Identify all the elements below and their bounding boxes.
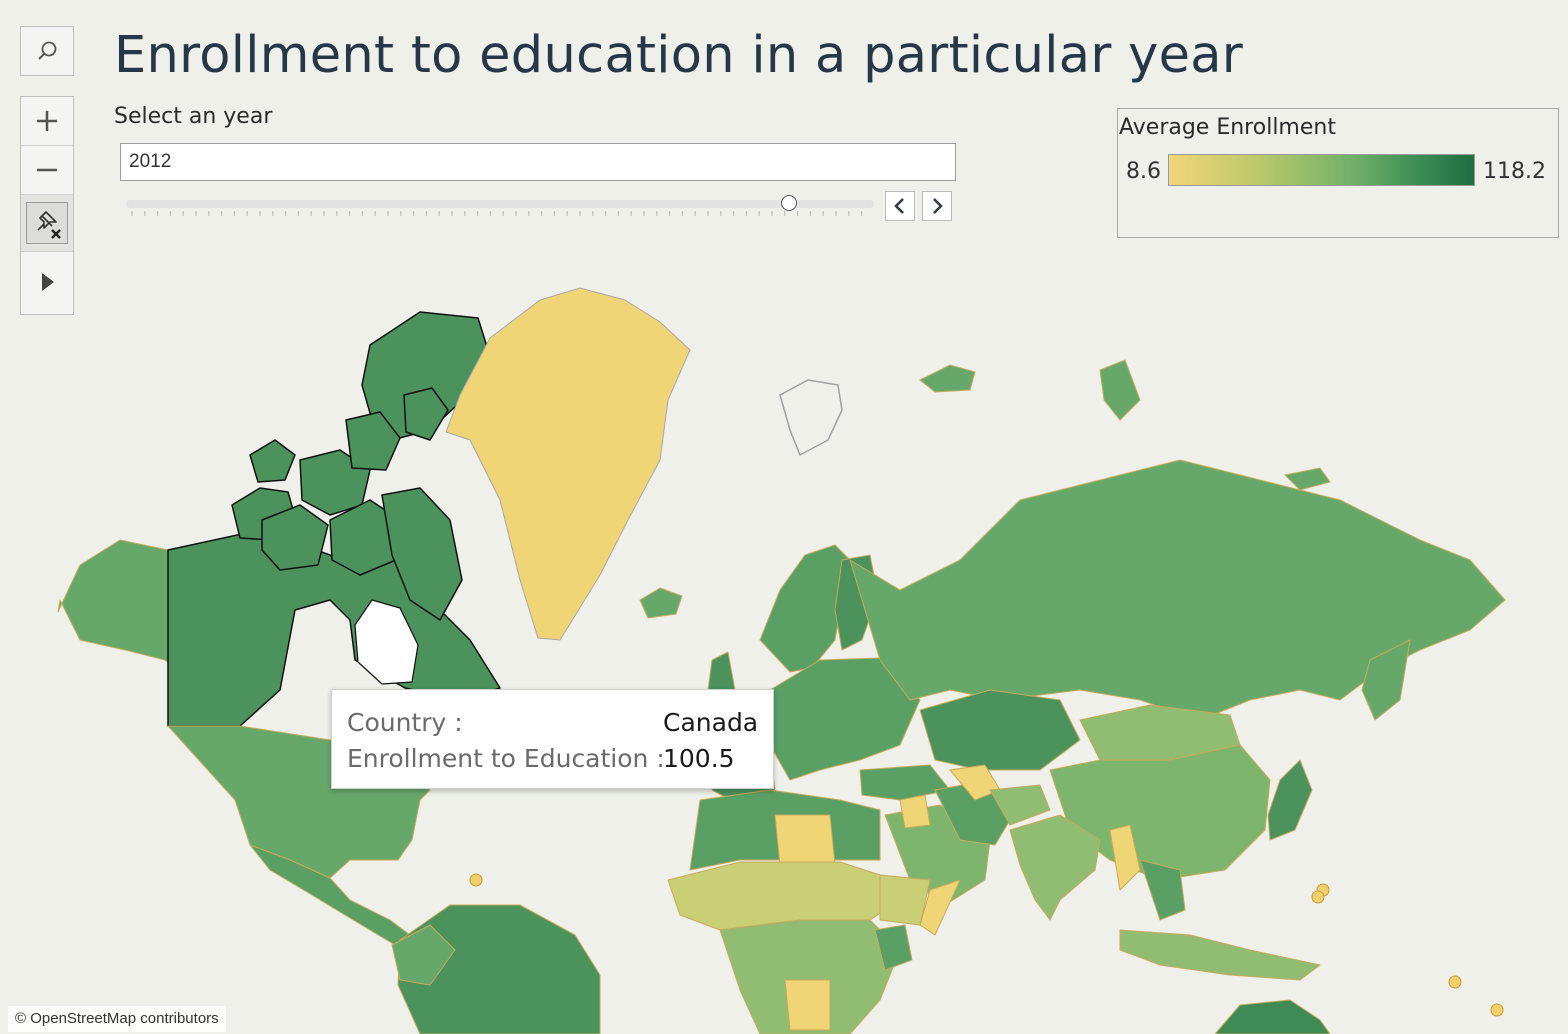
year-slider-track[interactable]: [126, 200, 874, 208]
page-title: Enrollment to education in a particular …: [114, 26, 1244, 85]
legend-min-value: 8.6: [1126, 159, 1161, 184]
year-filter-label: Select an year: [114, 104, 273, 129]
region-australia[interactable]: [1214, 999, 1331, 1034]
region-central-africa[interactable]: [719, 919, 901, 1034]
island-markers[interactable]: [469, 873, 1504, 1017]
search-toolbox: [20, 26, 74, 76]
region-turkey[interactable]: [859, 764, 951, 801]
clear-pin-button[interactable]: [21, 194, 73, 251]
zoom-out-button[interactable]: [21, 145, 73, 194]
region-indonesia[interactable]: [1119, 929, 1321, 981]
legend-color-ramp: [1168, 154, 1475, 186]
region-arctic-islands[interactable]: [919, 359, 1331, 491]
pin-clear-icon: [37, 211, 61, 239]
legend-title: Average Enrollment: [1119, 115, 1336, 140]
region-svalbard: [779, 379, 843, 457]
region-greenland[interactable]: [445, 287, 691, 641]
map-controls: [20, 96, 74, 315]
region-colombia[interactable]: [391, 924, 456, 986]
zoom-in-icon: [37, 111, 57, 131]
previous-year-button[interactable]: [885, 191, 915, 221]
play-icon: [42, 273, 54, 291]
tooltip-metric-label: Enrollment to Education :: [347, 744, 665, 773]
color-legend: Average Enrollment 8.6 118.2: [1117, 108, 1559, 238]
year-input[interactable]: 2012: [120, 143, 956, 181]
zoom-in-button[interactable]: [21, 97, 73, 145]
hudson-bay: [354, 599, 419, 685]
map-search-button[interactable]: [21, 27, 73, 75]
region-libya[interactable]: [774, 814, 836, 866]
tooltip-country-value: Canada: [663, 708, 759, 737]
map-attribution[interactable]: © OpenStreetMap contributors: [8, 1006, 226, 1032]
play-button[interactable]: [21, 251, 73, 312]
legend-max-value: 118.2: [1483, 159, 1546, 184]
region-russia[interactable]: [849, 459, 1506, 721]
chevron-right-icon: [933, 198, 943, 214]
region-iraq[interactable]: [899, 794, 931, 829]
tooltip-metric-row: Enrollment to Education :: [347, 744, 665, 773]
region-india[interactable]: [1009, 814, 1101, 921]
country-tooltip: Country : Canada Enrollment to Education…: [331, 689, 774, 789]
region-angola[interactable]: [784, 979, 831, 1031]
region-japan[interactable]: [1267, 759, 1313, 841]
region-se-asia[interactable]: [1139, 859, 1186, 921]
region-somalia[interactable]: [919, 879, 961, 936]
region-kamchatka[interactable]: [1361, 639, 1411, 721]
pin-box: [26, 202, 68, 244]
region-kazakhstan[interactable]: [919, 689, 1081, 771]
region-ethiopia[interactable]: [879, 874, 931, 926]
region-east-africa[interactable]: [874, 924, 913, 971]
region-brazil[interactable]: [397, 904, 601, 1034]
chevron-left-icon: [894, 198, 904, 214]
year-slider-thumb[interactable]: [781, 195, 798, 211]
year-slider-ticks: [131, 211, 863, 216]
search-icon: [38, 41, 57, 60]
next-year-button[interactable]: [922, 191, 952, 221]
region-myanmar[interactable]: [1109, 824, 1141, 891]
tooltip-country-label: Country :: [347, 708, 463, 737]
tooltip-country-row: Country :: [347, 708, 463, 737]
region-afghanistan[interactable]: [989, 784, 1051, 826]
region-iceland[interactable]: [639, 587, 683, 619]
region-canada-arctic[interactable]: [231, 311, 489, 621]
zoom-out-icon: [37, 168, 57, 172]
tooltip-metric-value: 100.5: [663, 744, 735, 773]
region-europe[interactable]: [769, 657, 921, 781]
